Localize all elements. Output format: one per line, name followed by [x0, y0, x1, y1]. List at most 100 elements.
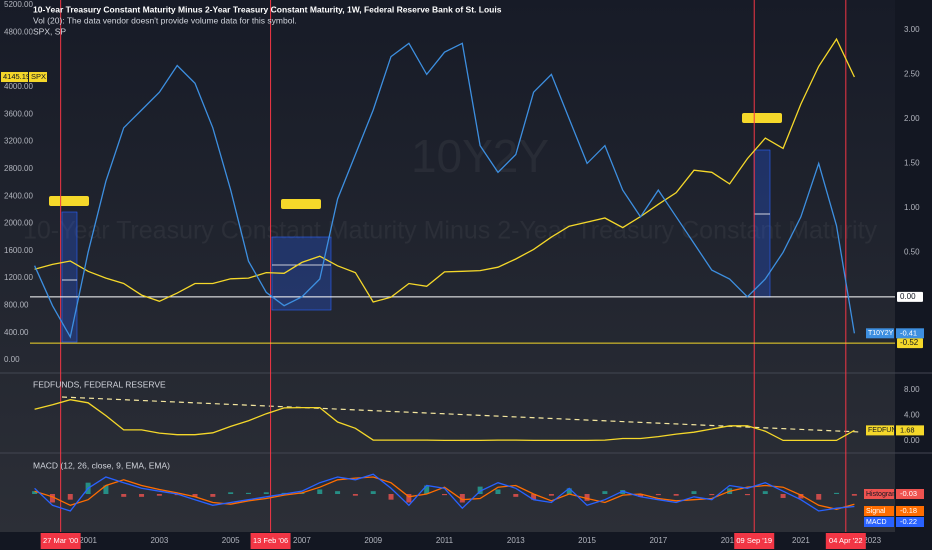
histogram-bar: [477, 486, 483, 494]
x-tick-label: 2019: [721, 536, 739, 545]
y2-tick-label: 0.50: [904, 247, 920, 256]
series-line: [34, 399, 855, 442]
histogram-bar: [566, 488, 572, 494]
y2-tick-label: 3.00: [904, 25, 920, 34]
series-line: [34, 37, 855, 303]
level-label: 0.00: [900, 292, 916, 301]
series-name-box: [864, 489, 894, 499]
histogram-bar: [744, 494, 750, 496]
histogram-bar: [513, 494, 519, 497]
histogram-bar: [210, 494, 216, 497]
price-axis: [895, 0, 932, 550]
y-tick-label: 2800.00: [4, 164, 33, 173]
x-tick-label: 2013: [507, 536, 525, 545]
y-tick-label: 0.00: [904, 436, 920, 445]
histogram-bar: [531, 494, 537, 500]
y-tick-label: 4000.00: [4, 82, 33, 91]
range-tag: [49, 196, 89, 206]
x-tick-label: 2015: [578, 536, 596, 545]
histogram-bar: [495, 489, 501, 494]
y2-tick-label: 2.50: [904, 70, 920, 79]
series-name: Signal: [866, 508, 886, 515]
y-tick-label: 5200.00: [4, 0, 33, 9]
series-name-box: [866, 328, 894, 339]
series-name-box: [866, 425, 894, 436]
series-value: -0.03: [900, 489, 917, 498]
event-label-box: [40, 533, 81, 549]
histogram-bar: [121, 494, 127, 497]
histogram-bar: [709, 494, 715, 496]
level-label-box: [897, 291, 923, 302]
histogram-bar: [548, 494, 554, 496]
watermark-symbol: 10Y2Y: [411, 130, 549, 182]
level-label-box: [897, 338, 923, 349]
y-tick-label: 4.00: [904, 411, 920, 420]
y-tick-label: 800.00: [4, 300, 29, 309]
y-tick-label: 3200.00: [4, 137, 33, 146]
y-tick-label: 3600.00: [4, 109, 33, 118]
histogram-bar: [406, 494, 412, 503]
histogram-bar: [103, 485, 109, 494]
histogram-bar: [370, 491, 376, 494]
histogram-bar: [442, 494, 448, 496]
event-label-box: [734, 533, 775, 549]
x-tick-label: 2007: [293, 536, 311, 545]
y-tick-label: 2400.00: [4, 191, 33, 200]
pane-subtitle: Vol (20): The data vendor doesn't provid…: [33, 15, 297, 25]
histogram-bar: [245, 492, 251, 494]
histogram-bar: [388, 494, 394, 500]
y-tick-label: 2000.00: [4, 219, 33, 228]
event-label-box: [250, 533, 291, 549]
histogram-bar: [638, 494, 644, 497]
series-name: FEDFUNDS: [868, 427, 906, 434]
symbol-label-box: [29, 72, 47, 83]
series-name-box: [864, 506, 894, 516]
series-name: Histogram: [866, 491, 898, 498]
series-name-box: [864, 517, 894, 527]
range-tag: [281, 199, 321, 209]
series-value: -0.18: [900, 506, 917, 515]
x-tick-label: 2005: [222, 536, 240, 545]
histogram-bar: [602, 491, 608, 494]
x-tick-label: 2023: [863, 536, 881, 545]
y-tick-label: 8.00: [904, 385, 920, 394]
histogram-bar: [584, 494, 590, 501]
series-line: [34, 473, 855, 512]
histogram-bar: [851, 494, 857, 496]
histogram-bar: [32, 491, 38, 494]
histogram-bar: [834, 492, 840, 494]
histogram-bar: [317, 489, 323, 494]
symbol-label: SPX: [31, 72, 46, 81]
watermark-description: 10-Year Treasury Constant Maturity Minus…: [23, 217, 878, 245]
histogram-bar: [156, 494, 162, 496]
series-value: -0.22: [900, 517, 917, 526]
x-tick-label: 2017: [649, 536, 667, 545]
series-value: -0.41: [900, 328, 917, 337]
series-value: 1.68: [900, 425, 915, 434]
range-box: [61, 211, 78, 343]
plot-background: [0, 0, 895, 532]
series-line: [34, 42, 856, 339]
histogram-bar: [620, 490, 626, 494]
x-tick-label: 2011: [436, 536, 454, 545]
price-label: 4145.19: [3, 72, 30, 81]
event-label: 04 Apr '22: [829, 536, 863, 545]
event-label: 09 Sep '19: [736, 536, 772, 545]
histogram-bar: [459, 494, 465, 503]
pane-title: MACD (12, 26, close, 9, EMA, EMA): [33, 460, 170, 470]
range-tag: [742, 113, 782, 123]
histogram-bar: [691, 491, 697, 494]
watermark: 10Y2Y 10-Year Treasury Constant Maturity…: [23, 130, 878, 244]
series-value-box: [896, 328, 924, 339]
series-value-box: [896, 517, 924, 527]
series-value-box: [896, 489, 924, 499]
pane-title: FEDFUNDS, FEDERAL RESERVE: [33, 379, 166, 389]
histogram-bar: [673, 494, 679, 496]
series-value-box: [896, 506, 924, 516]
histogram-bar: [424, 485, 430, 494]
event-label: 13 Feb '06: [253, 536, 288, 545]
histogram-bar: [49, 494, 55, 503]
histogram-bar: [228, 492, 234, 494]
series-value-box: [896, 425, 924, 436]
